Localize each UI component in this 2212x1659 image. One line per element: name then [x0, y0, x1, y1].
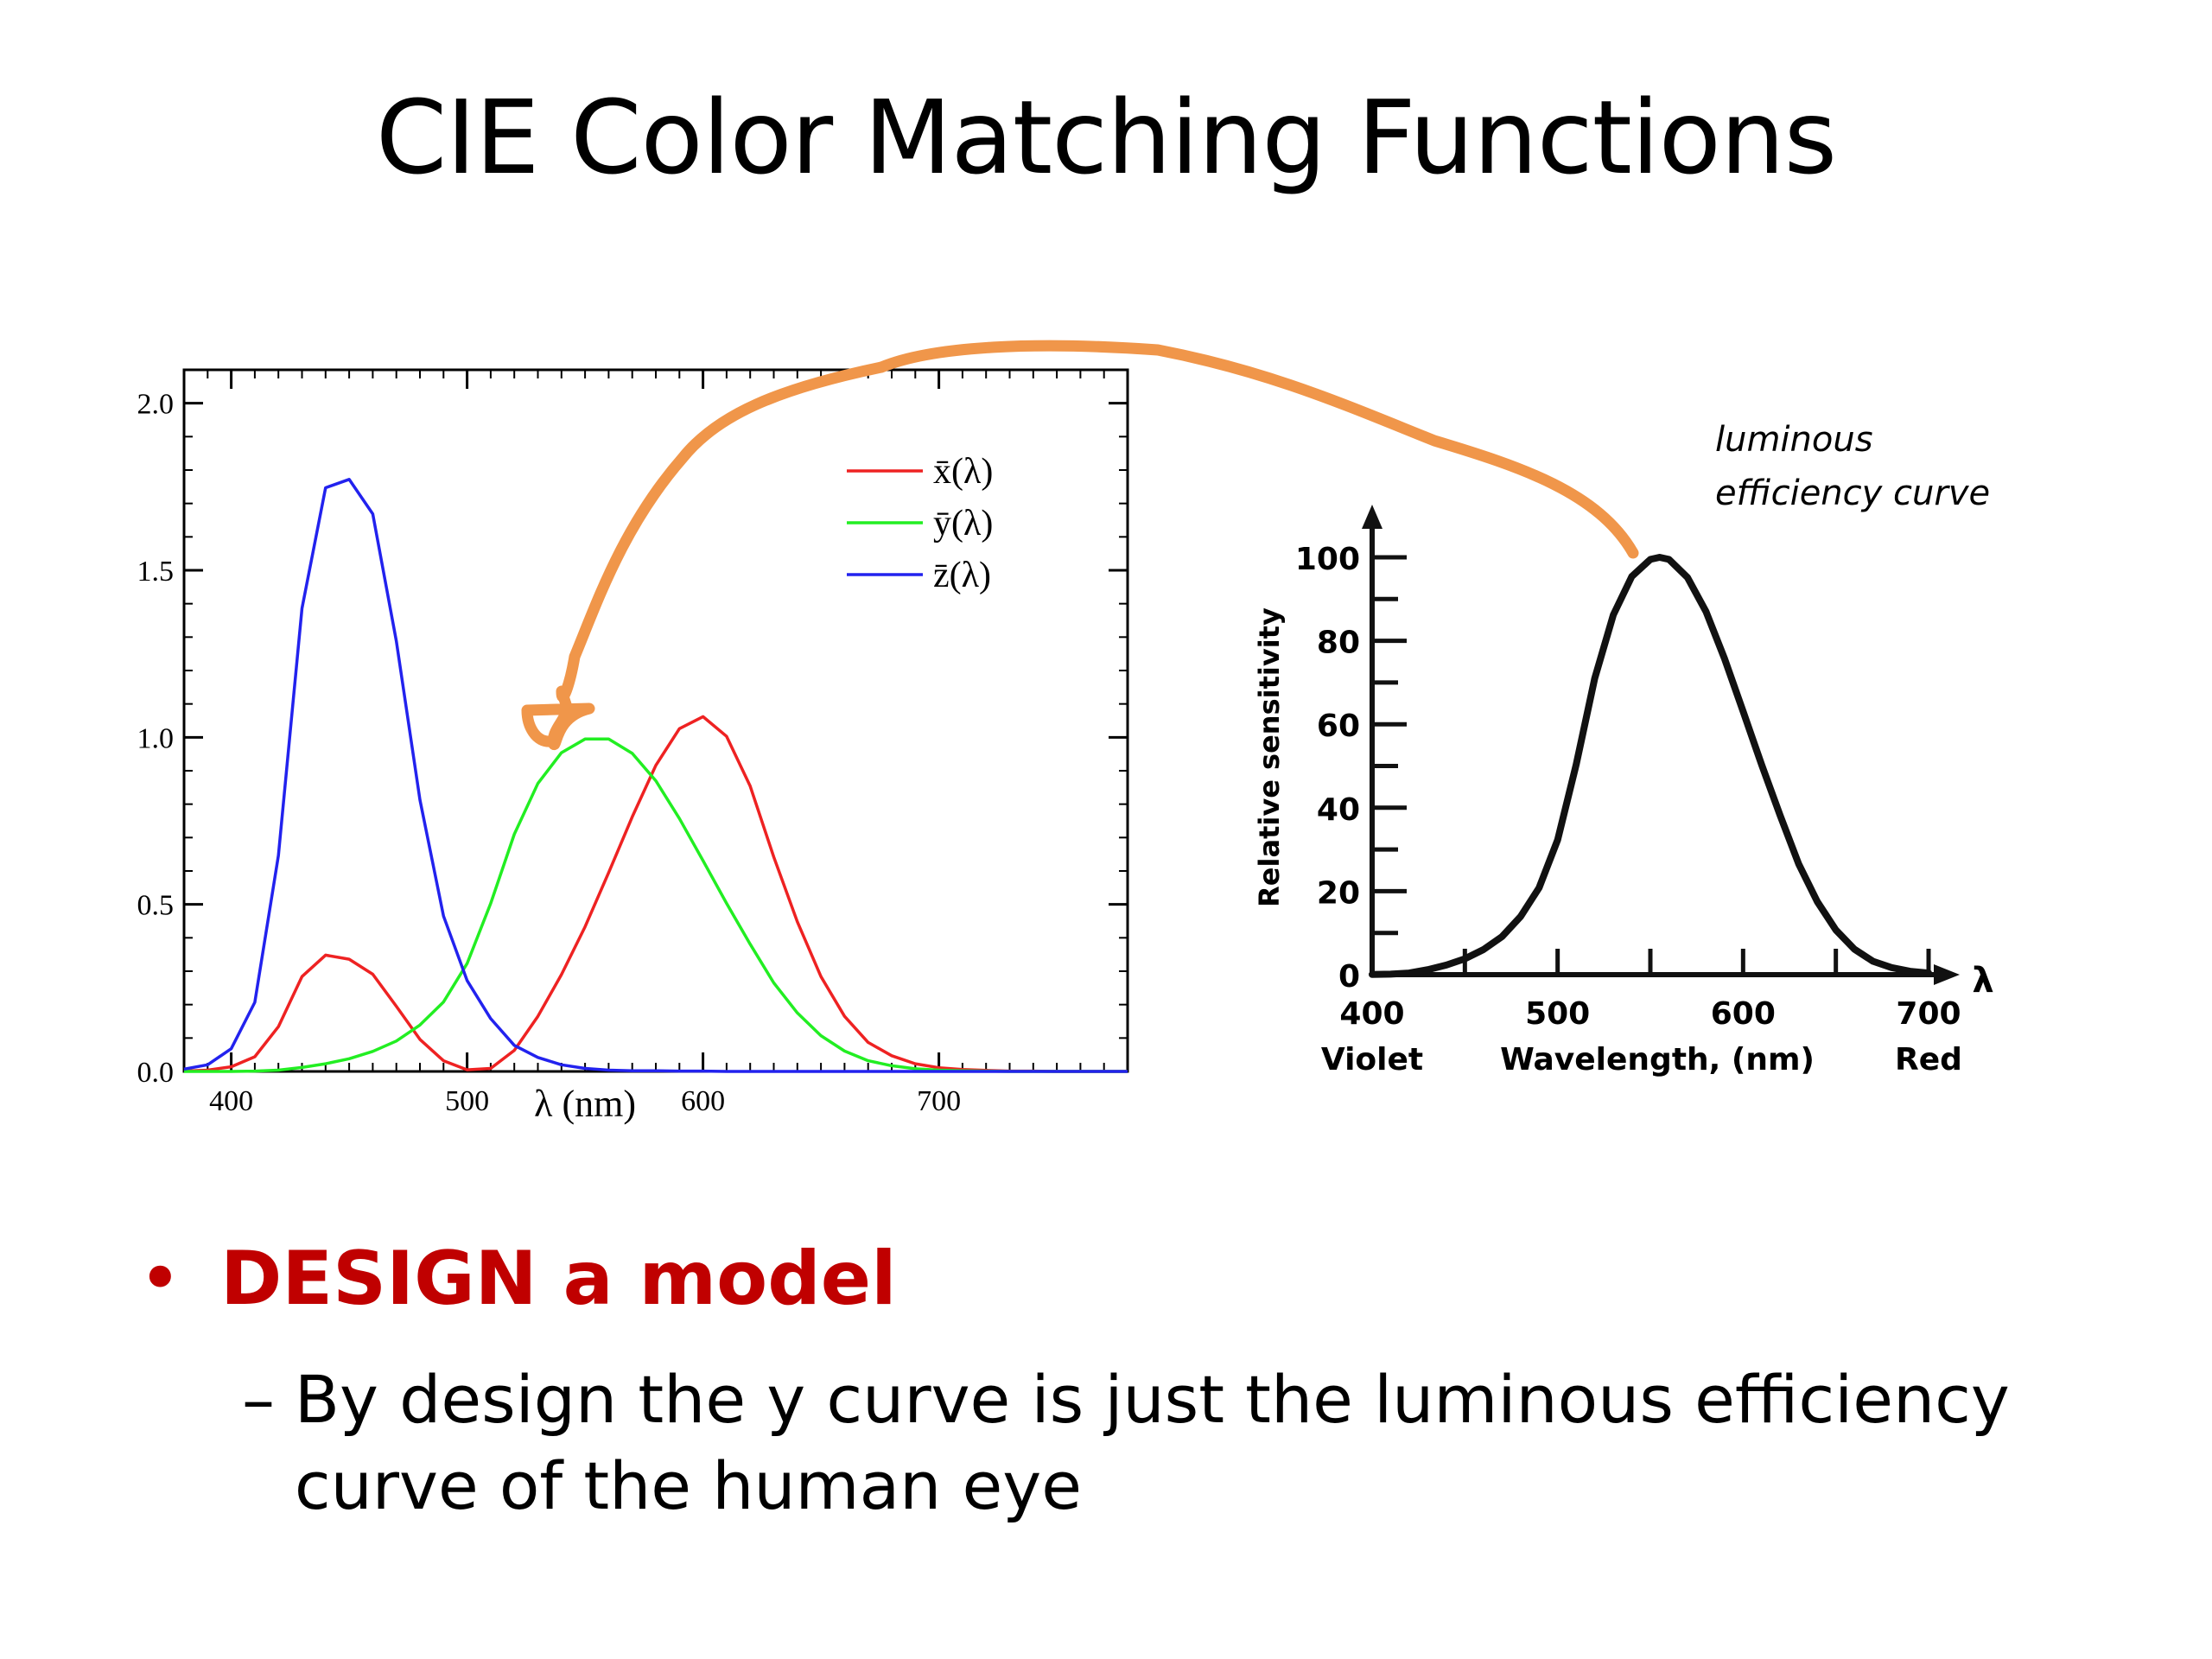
x-tick-label: 500: [1525, 996, 1590, 1032]
y-tick-label: 100: [1295, 542, 1360, 577]
y-tick-label: 20: [1317, 875, 1360, 911]
y-axis-arrowhead: [1362, 505, 1382, 529]
annotation-line-2: efficiency curve: [1715, 474, 1990, 513]
bullet-text: DESIGN a model: [220, 1236, 897, 1322]
y-tick-label: 40: [1317, 792, 1360, 828]
sub-bullet-item: – By design the y curve is just the lumi…: [242, 1357, 2100, 1529]
y-tick-label: 0.5: [137, 890, 175, 922]
luminous-efficiency-chart: λ 0 20 40 60 80 100 400 Violet 500 600 700 Red Wavele…: [1253, 420, 1994, 1077]
x-tick-label: 700: [1896, 996, 1961, 1032]
cie-cmf-chart: 400 500 600 700 0.0 0.5 1.0 1.5 2.0 λ (nm) x̄(λ) ȳ(…: [137, 368, 1129, 1125]
series-line: [183, 715, 1128, 1073]
series-line: [184, 737, 1128, 1073]
series-line: [183, 478, 1128, 1073]
legend-label: x̄(λ): [933, 452, 993, 492]
x-tick-label: 400: [1339, 996, 1404, 1032]
legend-label: ȳ(λ): [933, 504, 993, 543]
x-tick-label: 600: [1711, 996, 1776, 1032]
x-axis-label: Wavelength, (nm): [1500, 1042, 1815, 1077]
x-axis-arrowhead: [1934, 964, 1960, 985]
x-tick-label: 500: [445, 1085, 489, 1117]
legend-label: z̄(λ): [933, 556, 991, 595]
x-tick-label: 700: [917, 1085, 961, 1117]
annotation-arrow: [521, 340, 1639, 751]
y-tick-label: 2.0: [137, 389, 175, 421]
x-arrow-label: λ: [1972, 961, 1993, 1001]
bullet-item: • DESIGN a model: [138, 1236, 897, 1322]
y-tick-label: 1.5: [137, 556, 175, 588]
y-tick-label: 60: [1317, 709, 1360, 744]
efficiency-curve: [1369, 554, 1932, 978]
y-tick-label: 0: [1338, 959, 1360, 995]
y-tick-label: 0.0: [137, 1057, 175, 1089]
sub-bullet-text: By design the y curve is just the lumino…: [294, 1361, 2010, 1524]
y-tick-label: 80: [1317, 626, 1360, 661]
bullet-marker: •: [138, 1236, 182, 1322]
x-axis-label: λ (nm): [534, 1083, 636, 1125]
y-tick-label: 1.0: [137, 722, 175, 754]
sub-bullet-dash: –: [242, 1361, 275, 1438]
x-tick-label: 400: [209, 1085, 253, 1117]
x-sublabel: Red: [1895, 1042, 1962, 1077]
x-tick-label: 600: [681, 1085, 725, 1117]
page-title: CIE Color Matching Functions: [375, 78, 1837, 197]
y-axis-label: Relative sensitivity: [1253, 607, 1286, 907]
annotation-line-1: luminous: [1715, 420, 1873, 460]
x-sublabel: Violet: [1321, 1042, 1423, 1077]
